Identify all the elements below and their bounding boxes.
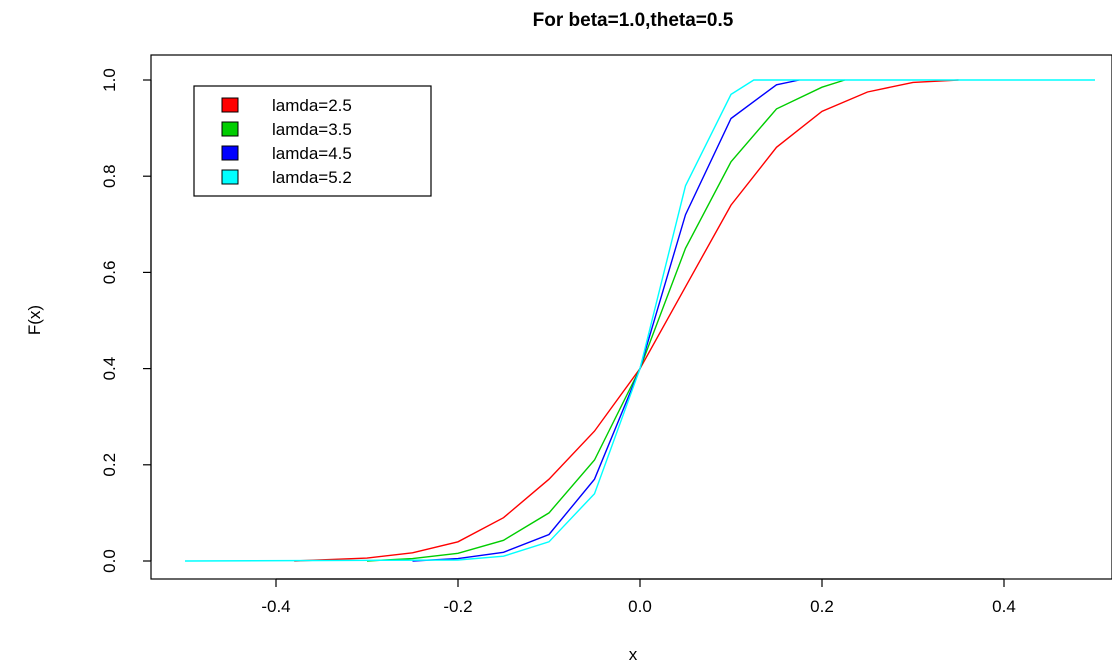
legend-swatch: [221, 145, 239, 161]
legend-swatch: [221, 121, 239, 137]
x-tick-label: 0.2: [810, 597, 834, 616]
series-group: [184, 79, 1095, 562]
legend-swatch: [221, 169, 239, 185]
legend-label: lamda=3.5: [272, 120, 352, 139]
series-line: [412, 79, 800, 562]
series-line: [184, 79, 1095, 562]
legend-swatch: [221, 97, 239, 113]
y-tick-label: 0.2: [100, 453, 119, 477]
x-tick-label: -0.4: [261, 597, 290, 616]
y-tick-label: 0.8: [100, 164, 119, 188]
y-tick-label: 0.0: [100, 549, 119, 573]
legend: lamda=2.5 lamda=3.5 lamda=4.5 lamda=5.2: [193, 85, 432, 197]
x-tick-label: -0.2: [443, 597, 472, 616]
chart-title: For beta=1.0,theta=0.5: [533, 10, 734, 31]
y-axis-label: F(x): [25, 305, 44, 335]
series-line: [294, 79, 959, 562]
x-axis-label: x: [629, 645, 638, 664]
x-tick-label: 0.4: [992, 597, 1016, 616]
x-axis: -0.4 -0.2 0.0 0.2 0.4: [261, 578, 1016, 616]
series-line: [366, 79, 846, 562]
x-tick-label: 0.0: [628, 597, 652, 616]
legend-label: lamda=5.2: [272, 168, 352, 187]
y-axis: 0.0 0.2 0.4 0.6 0.8 1.0: [100, 68, 152, 573]
legend-label: lamda=2.5: [272, 96, 352, 115]
legend-box: [193, 85, 432, 197]
y-tick-label: 0.6: [100, 261, 119, 285]
legend-label: lamda=4.5: [272, 144, 352, 163]
y-tick-label: 0.4: [100, 357, 119, 381]
y-tick-label: 1.0: [100, 68, 119, 92]
